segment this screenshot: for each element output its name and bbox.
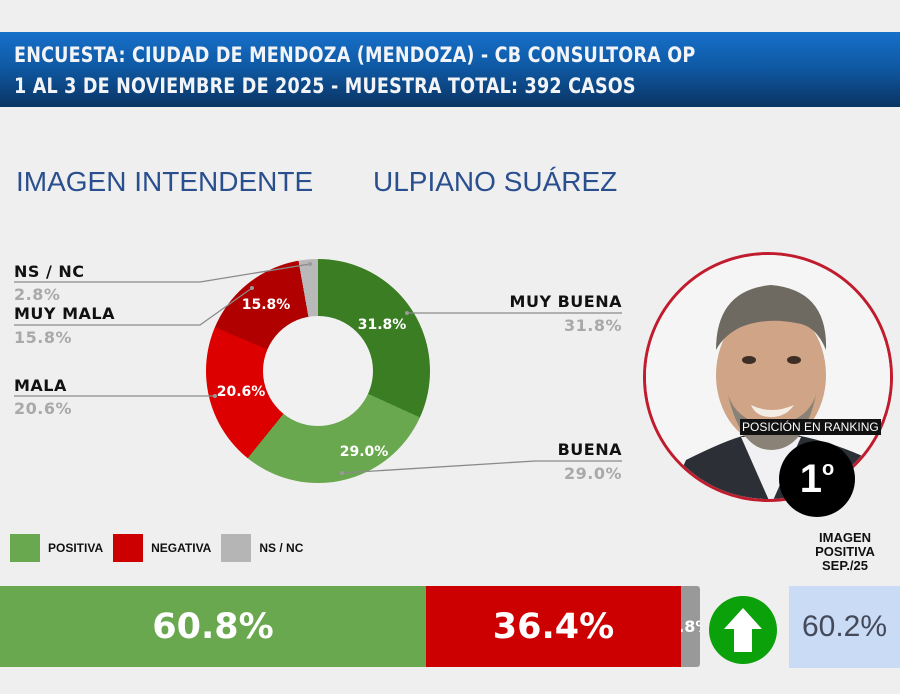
label-ns-nc: NS / NC [14, 262, 85, 281]
value-muy-mala: 15.8% [14, 328, 73, 347]
donut-label-muy-mala: 15.8% [241, 297, 291, 313]
previous-title-line-2: POSITIVA [815, 544, 875, 559]
ranking-suffix: o [822, 458, 835, 480]
section-title: IMAGEN INTENDENTE [16, 166, 314, 197]
legend-label-ns-nc: NS / NC [259, 541, 304, 555]
portrait-illustration [646, 255, 890, 499]
person-name: ULPIANO SUÁREZ [373, 166, 618, 197]
previous-value: 60.2% [801, 610, 888, 643]
ranking-badge: 1o [779, 441, 855, 517]
header-line-2: 1 AL 3 DE NOVIEMBRE DE 2025 - MUESTRA TO… [14, 74, 636, 98]
arrow-up-glyph [724, 608, 762, 652]
survey-header: ENCUESTA: CIUDAD DE MENDOZA (MENDOZA) - … [0, 32, 900, 107]
ranking-label: POSICIÓN EN RANKING [740, 419, 881, 435]
previous-value-box: 60.2% [789, 586, 900, 668]
value-ns-nc: 2.8% [14, 285, 61, 304]
donut-hole [263, 316, 373, 426]
arrow-up-icon [709, 596, 777, 664]
label-muy-buena: MUY BUENA [509, 292, 622, 311]
legend-swatch-negativa [113, 534, 144, 562]
value-mala: 20.6% [14, 399, 73, 418]
value-muy-buena: 31.8% [563, 316, 622, 335]
donut-label-buena: 29.0% [339, 444, 389, 460]
legend: POSITIVA NEGATIVA NS / NC [10, 534, 313, 562]
label-muy-mala: MUY MALA [14, 304, 115, 323]
bar-negativa: 36.4% [426, 586, 681, 667]
legend-swatch-ns-nc [221, 534, 252, 562]
label-mala: MALA [14, 376, 67, 395]
donut-label-muy-buena: 31.8% [357, 317, 407, 333]
previous-title-line-3: SEP./25 [821, 558, 869, 573]
bar-ns-nc-value: 2.8% [681, 617, 700, 636]
previous-title-line-1: IMAGEN [819, 530, 871, 545]
legend-label-negativa: NEGATIVA [151, 541, 212, 555]
donut-label-mala: 20.6% [216, 384, 266, 400]
value-buena: 29.0% [563, 464, 622, 483]
bar-negativa-value: 36.4% [492, 606, 615, 647]
bar-positiva: 60.8% [0, 586, 426, 667]
legend-label-positiva: POSITIVA [48, 541, 104, 555]
legend-swatch-positiva [10, 534, 40, 562]
bar-positiva-value: 60.8% [152, 606, 274, 647]
header-line-1: ENCUESTA: CIUDAD DE MENDOZA (MENDOZA) - … [14, 43, 696, 67]
previous-title: IMAGEN POSITIVA SEP./25 [790, 531, 900, 573]
mayor-portrait [643, 252, 893, 502]
bar-ns-nc: 2.8% [681, 586, 700, 667]
ranking-value: 1 [799, 457, 823, 501]
label-buena: BUENA [557, 440, 622, 459]
